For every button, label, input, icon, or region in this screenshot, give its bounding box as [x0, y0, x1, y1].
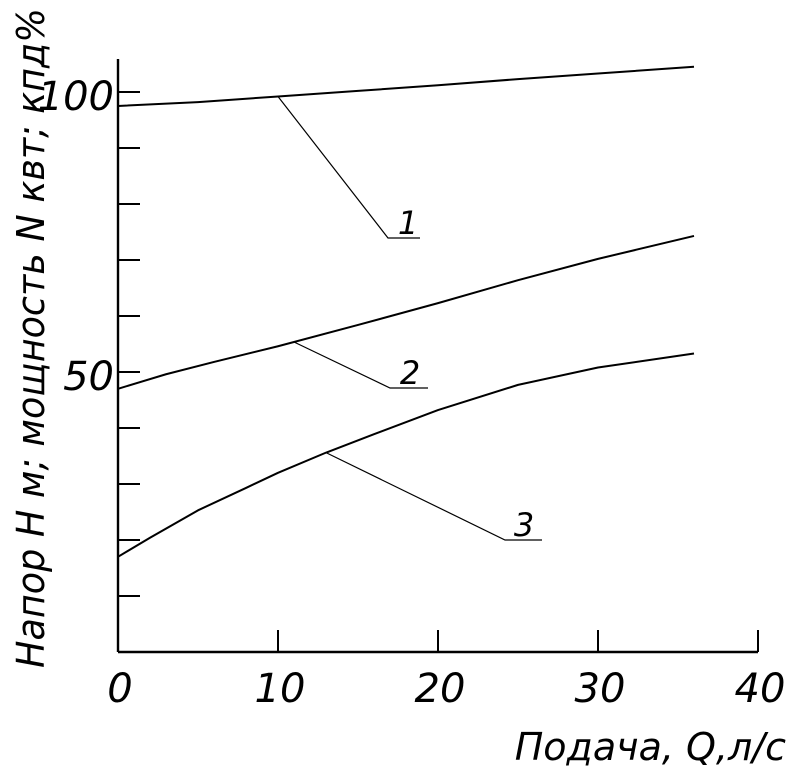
x-axis-title: Подача, Q,л/с	[515, 725, 786, 769]
curve-label-3: 3	[514, 506, 534, 544]
x-ticks	[277, 630, 759, 652]
y-tick-label-50: 50	[63, 354, 114, 400]
x-tick-label-10: 10	[255, 666, 306, 712]
x-tick-label-30: 30	[575, 666, 626, 712]
leader-line-3	[325, 452, 542, 541]
series-line-1	[117, 65, 695, 107]
axes	[116, 59, 758, 654]
y-axis-title: Напор H м; мощность N квт; кпд%	[9, 8, 53, 668]
curve-label-2: 2	[400, 354, 420, 392]
y-tick-label-100: 100	[38, 74, 114, 120]
series-lines	[117, 65, 695, 558]
chart-texts: 0 10 20 30 40 50 100 1 2 3 Подача, Q,л/с Напор H м;…	[9, 8, 786, 769]
leader-line-2	[293, 341, 428, 389]
x-tick-label-0: 0	[107, 666, 132, 712]
curve-label-1: 1	[398, 204, 418, 242]
leader-lines	[277, 96, 542, 541]
leader-line-1	[277, 96, 420, 239]
x-tick-label-40: 40	[735, 666, 786, 712]
y-ticks	[118, 91, 140, 597]
series-line-2	[117, 234, 695, 390]
x-tick-label-20: 20	[415, 666, 466, 712]
